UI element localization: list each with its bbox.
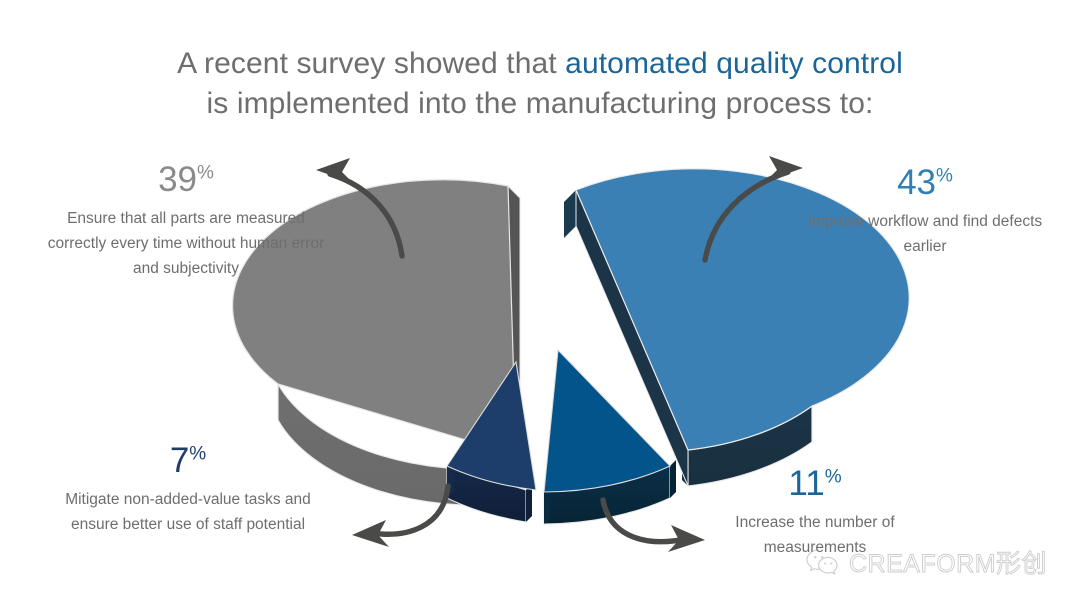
pie-slice-increase bbox=[543, 348, 676, 525]
percent-sign: % bbox=[197, 162, 214, 184]
callout-improve-number: 43 bbox=[897, 163, 937, 202]
watermark-text: CREAFORM形创 bbox=[849, 550, 1048, 579]
pie-chart bbox=[231, 150, 910, 552]
arrowhead-ensure bbox=[316, 158, 353, 183]
callout-improve: 43% Improve workflow and find defects ea… bbox=[800, 165, 1050, 259]
title-line-1: A recent survey showed that automated qu… bbox=[0, 44, 1080, 84]
title-text-before: A recent survey showed that bbox=[177, 47, 566, 80]
arrowhead-mitigate bbox=[352, 520, 389, 547]
pie-slice-improve bbox=[564, 168, 910, 487]
page-title: A recent survey showed that automated qu… bbox=[0, 44, 1080, 124]
callout-mitigate-value: 7% bbox=[48, 443, 328, 478]
callout-mitigate-desc: Mitigate non-added-value tasks and ensur… bbox=[65, 491, 311, 534]
callout-increase-value: 11% bbox=[690, 466, 940, 501]
percent-sign: % bbox=[936, 165, 953, 187]
pie-slice-ensure bbox=[231, 179, 521, 506]
callout-mitigate-number: 7 bbox=[169, 441, 190, 480]
pie-slice-mitigate bbox=[446, 360, 537, 523]
callout-mitigate: 7% Mitigate non-added-value tasks and en… bbox=[48, 443, 328, 537]
callout-ensure-number: 39 bbox=[158, 160, 198, 199]
arrow-increase bbox=[600, 497, 693, 545]
pie-chart-svg bbox=[231, 156, 910, 552]
callout-increase: 11% Increase the number of measurements bbox=[690, 466, 940, 560]
title-line-2: is implemented into the manufacturing pr… bbox=[206, 86, 874, 120]
callout-improve-value: 43% bbox=[800, 165, 1050, 200]
wechat-icon bbox=[806, 549, 838, 575]
percent-sign: % bbox=[189, 443, 207, 465]
callout-ensure-desc: Ensure that all parts are measured corre… bbox=[47, 210, 325, 278]
callout-improve-desc: Improve workflow and find defects earlie… bbox=[807, 213, 1043, 256]
arrowhead-improve bbox=[766, 156, 803, 181]
callout-increase-desc: Increase the number of measurements bbox=[735, 514, 895, 557]
callout-ensure: 39% Ensure that all parts are measured c… bbox=[46, 162, 326, 281]
callout-increase-number: 11 bbox=[788, 464, 825, 503]
callout-ensure-value: 39% bbox=[46, 162, 326, 197]
percent-sign: % bbox=[824, 466, 842, 488]
arrow-mitigate bbox=[363, 483, 451, 537]
title-accent-text: automated quality control bbox=[565, 47, 903, 80]
arrow-heads bbox=[316, 156, 803, 552]
arrowhead-increase bbox=[668, 525, 705, 552]
watermark: CREAFORM形创 bbox=[806, 544, 1047, 580]
